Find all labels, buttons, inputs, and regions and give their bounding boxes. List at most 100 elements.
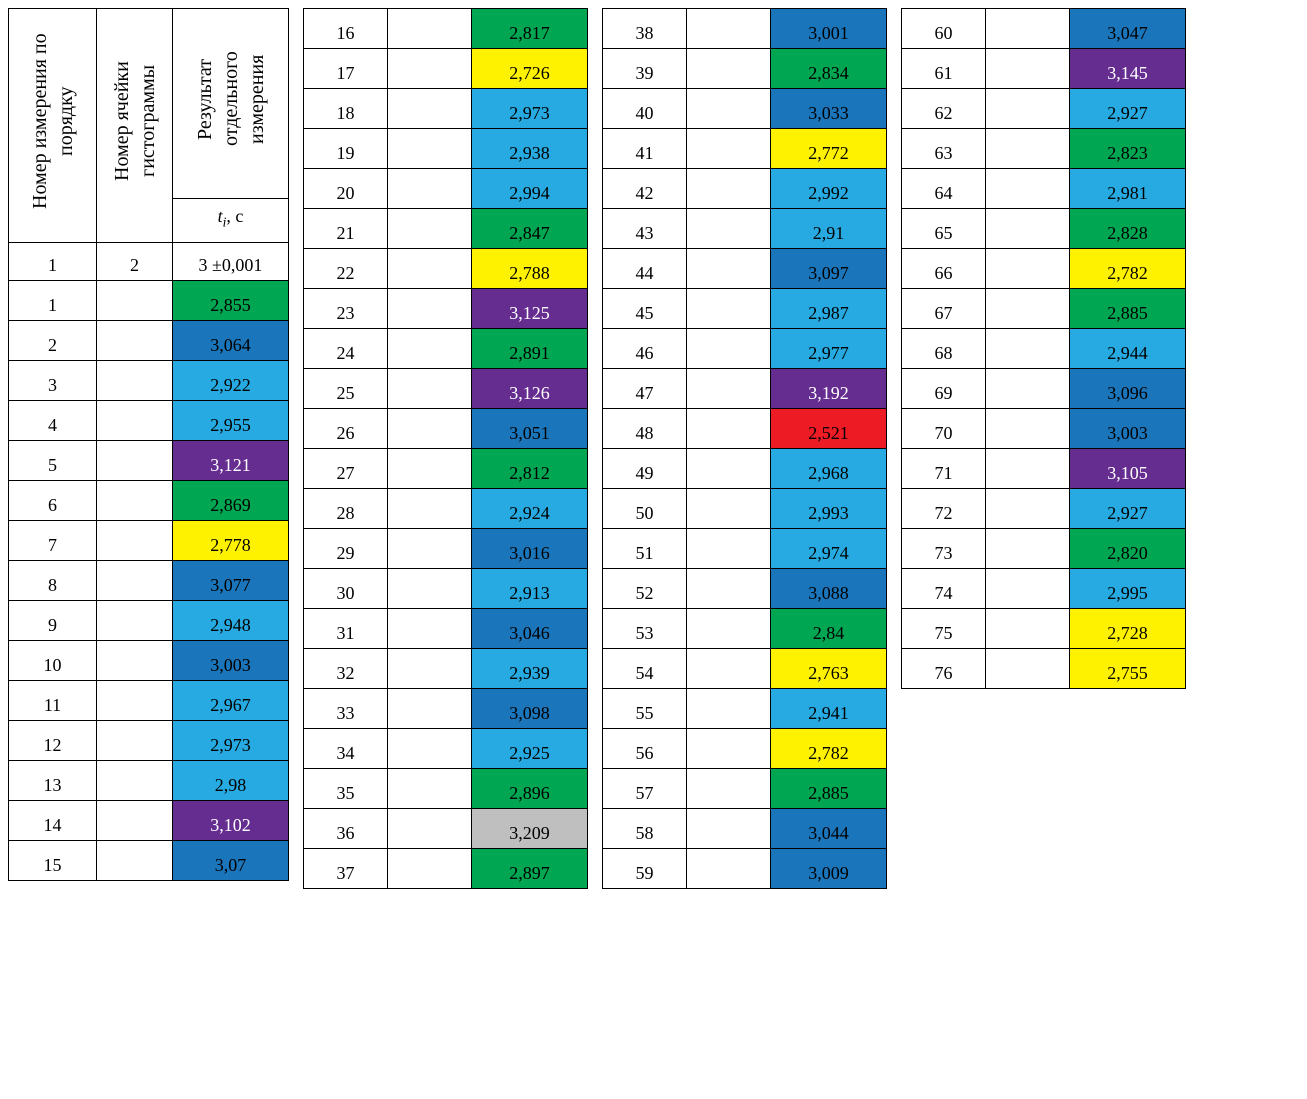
cell-result-value: 2,778 bbox=[173, 521, 289, 561]
cell-measurement-number: 24 bbox=[304, 329, 388, 369]
table-row: 58 3,044 bbox=[603, 809, 887, 849]
cell-histogram-number bbox=[97, 721, 173, 761]
cell-histogram-number bbox=[97, 841, 173, 881]
cell-result-value: 2,820 bbox=[1070, 529, 1186, 569]
cell-histogram-number bbox=[986, 169, 1070, 209]
table-row: 103,003 bbox=[9, 641, 289, 681]
cell-histogram-number bbox=[986, 329, 1070, 369]
table-row: 122,973 bbox=[9, 721, 289, 761]
cell-measurement-number: 58 bbox=[603, 809, 687, 849]
cell-measurement-number: 51 bbox=[603, 529, 687, 569]
header-col-result: Результат отдельного измерения bbox=[173, 9, 289, 199]
table-row: 62,869 bbox=[9, 481, 289, 521]
cell-result-value: 3,003 bbox=[1070, 409, 1186, 449]
cell-result-value: 3,044 bbox=[771, 809, 887, 849]
cell-measurement-number: 65 bbox=[902, 209, 986, 249]
cell-measurement-number: 1 bbox=[9, 281, 97, 321]
cell-result-value: 2,995 bbox=[1070, 569, 1186, 609]
cell-result-value: 3,088 bbox=[771, 569, 887, 609]
cell-measurement-number: 22 bbox=[304, 249, 388, 289]
header-colnum: 1 bbox=[9, 243, 97, 281]
cell-measurement-number: 17 bbox=[304, 49, 388, 89]
cell-measurement-number: 42 bbox=[603, 169, 687, 209]
table-row: 42,955 bbox=[9, 401, 289, 441]
cell-result-value: 2,84 bbox=[771, 609, 887, 649]
cell-measurement-number: 20 bbox=[304, 169, 388, 209]
cell-measurement-number: 31 bbox=[304, 609, 388, 649]
table-row: 83,077 bbox=[9, 561, 289, 601]
cell-measurement-number: 7 bbox=[9, 521, 97, 561]
table-row: 192,938 bbox=[304, 129, 588, 169]
table-row: 762,755 bbox=[902, 649, 1186, 689]
cell-histogram-number bbox=[986, 289, 1070, 329]
cell-measurement-number: 45 bbox=[603, 289, 687, 329]
cell-measurement-number: 34 bbox=[304, 729, 388, 769]
cell-result-value: 2,941 bbox=[771, 689, 887, 729]
cell-result-value: 2,922 bbox=[173, 361, 289, 401]
cell-measurement-number: 66 bbox=[902, 249, 986, 289]
cell-measurement-number: 8 bbox=[9, 561, 97, 601]
table-row: 662,782 bbox=[902, 249, 1186, 289]
cell-histogram-number bbox=[388, 769, 472, 809]
cell-histogram-number bbox=[388, 329, 472, 369]
cell-result-value: 2,987 bbox=[771, 289, 887, 329]
table-row: 253,126 bbox=[304, 369, 588, 409]
cell-result-value: 2,91 bbox=[771, 209, 887, 249]
table-row: 603,047 bbox=[902, 9, 1186, 49]
cell-histogram-number bbox=[388, 569, 472, 609]
cell-result-value: 2,828 bbox=[1070, 209, 1186, 249]
cell-result-value: 3,126 bbox=[472, 369, 588, 409]
table-row: 132,98 bbox=[9, 761, 289, 801]
cell-measurement-number: 56 bbox=[603, 729, 687, 769]
cell-measurement-number: 26 bbox=[304, 409, 388, 449]
cell-histogram-number bbox=[97, 361, 173, 401]
cell-measurement-number: 41 bbox=[603, 129, 687, 169]
cell-result-value: 2,944 bbox=[1070, 329, 1186, 369]
cell-measurement-number: 40 bbox=[603, 89, 687, 129]
cell-measurement-number: 15 bbox=[9, 841, 97, 881]
table-row: 202,994 bbox=[304, 169, 588, 209]
cell-result-value: 2,924 bbox=[472, 489, 588, 529]
table-row: 7 2,778 bbox=[9, 521, 289, 561]
table-row: 342,925 bbox=[304, 729, 588, 769]
cell-measurement-number: 67 bbox=[902, 289, 986, 329]
cell-measurement-number: 62 bbox=[902, 89, 986, 129]
table-row: 462,977 bbox=[603, 329, 887, 369]
cell-histogram-number bbox=[97, 681, 173, 721]
cell-histogram-number bbox=[388, 129, 472, 169]
cell-measurement-number: 43 bbox=[603, 209, 687, 249]
cell-result-value: 3,009 bbox=[771, 849, 887, 889]
table-row: 622,927 bbox=[902, 89, 1186, 129]
cell-result-value: 2,939 bbox=[472, 649, 588, 689]
cell-result-value: 2,726 bbox=[472, 49, 588, 89]
cell-histogram-number bbox=[97, 601, 173, 641]
header-label: Номер ячейки гистограммы bbox=[109, 9, 161, 233]
cell-histogram-number bbox=[97, 481, 173, 521]
table-row: 293,016 bbox=[304, 529, 588, 569]
cell-measurement-number: 69 bbox=[902, 369, 986, 409]
cell-measurement-number: 6 bbox=[9, 481, 97, 521]
table-row: 23,064 bbox=[9, 321, 289, 361]
cell-result-value: 2,974 bbox=[771, 529, 887, 569]
cell-histogram-number bbox=[97, 401, 173, 441]
cell-histogram-number bbox=[97, 321, 173, 361]
table-col-2: 162,817172,726182,973192,938202,994212,8… bbox=[303, 8, 588, 889]
cell-result-value: 3,051 bbox=[472, 409, 588, 449]
cell-measurement-number: 57 bbox=[603, 769, 687, 809]
table-body-1: 12,85523,06432,92242,95553,12162,86972,7… bbox=[9, 281, 289, 881]
cell-histogram-number bbox=[687, 169, 771, 209]
cell-result-value: 3,105 bbox=[1070, 449, 1186, 489]
cell-measurement-number: 23 bbox=[304, 289, 388, 329]
cell-result-value: 3,121 bbox=[173, 441, 289, 481]
table-row: 752,728 bbox=[902, 609, 1186, 649]
header-col-measurement-number: Номер измерения по порядку bbox=[9, 9, 97, 243]
table-row: 682,944 bbox=[902, 329, 1186, 369]
table-col-3: 383,001392,834403,033412,772422,992432,9… bbox=[602, 8, 887, 889]
cell-result-value: 3,016 bbox=[472, 529, 588, 569]
cell-result-value: 2,973 bbox=[472, 89, 588, 129]
cell-result-value: 2,927 bbox=[1070, 489, 1186, 529]
cell-measurement-number: 48 bbox=[603, 409, 687, 449]
cell-histogram-number bbox=[687, 649, 771, 689]
cell-result-value: 2,788 bbox=[472, 249, 588, 289]
cell-histogram-number bbox=[388, 649, 472, 689]
